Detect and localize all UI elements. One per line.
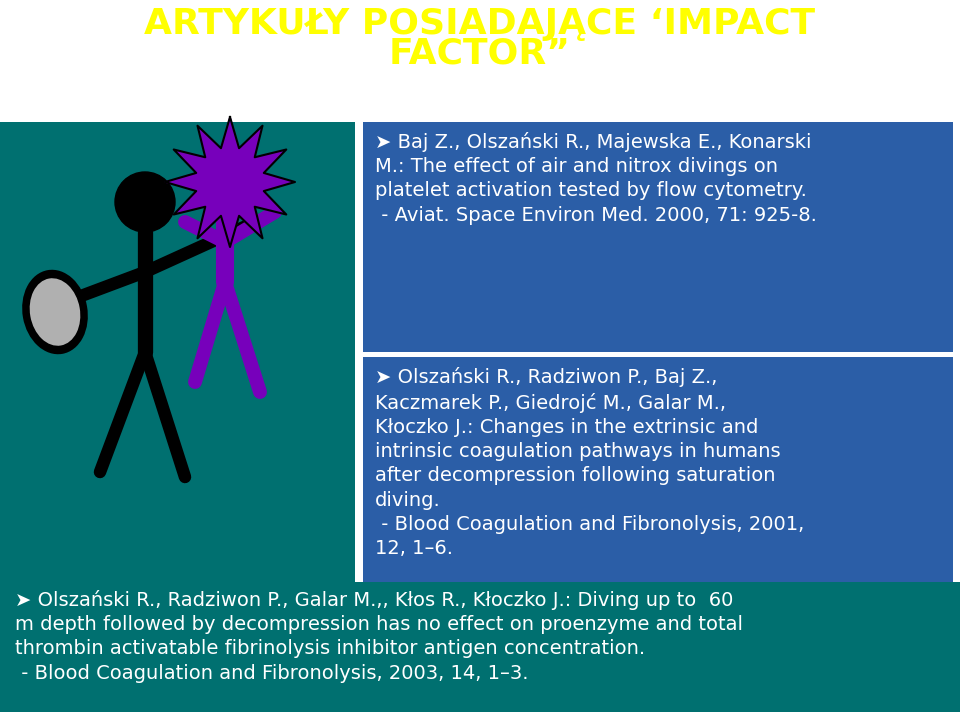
Text: ARTYKUŁY POSIADAJĄCE ‘IMPACT: ARTYKUŁY POSIADAJĄCE ‘IMPACT — [144, 7, 816, 41]
Bar — [363, 357, 953, 622]
Ellipse shape — [30, 278, 81, 346]
Text: ➤ Olszański R., Radziwon P., Galar M.,, Kłos R., Kłoczko J.: Diving up to  60
m : ➤ Olszański R., Radziwon P., Galar M.,, … — [15, 590, 743, 683]
Text: ➤ Baj Z., Olszański R., Majewska E., Konarski
M.: The effect of air and nitrox d: ➤ Baj Z., Olszański R., Majewska E., Kon… — [375, 132, 817, 225]
Ellipse shape — [22, 270, 88, 355]
Bar — [363, 122, 953, 352]
Polygon shape — [165, 117, 295, 247]
Text: FACTOR”: FACTOR” — [389, 37, 571, 71]
Text: ➤ Olszański R., Radziwon P., Baj Z.,
Kaczmarek P., Giedrojć M., Galar M.,
Kłoczk: ➤ Olszański R., Radziwon P., Baj Z., Kac… — [375, 367, 804, 558]
Bar — [0, 582, 960, 712]
Circle shape — [115, 172, 175, 232]
Bar — [0, 122, 355, 622]
